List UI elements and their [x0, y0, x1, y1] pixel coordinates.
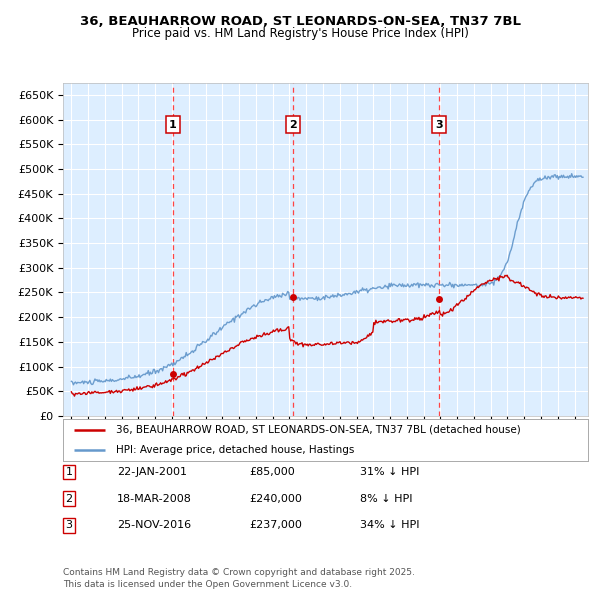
- Text: Contains HM Land Registry data © Crown copyright and database right 2025.
This d: Contains HM Land Registry data © Crown c…: [63, 568, 415, 589]
- Text: 34% ↓ HPI: 34% ↓ HPI: [360, 520, 419, 530]
- Text: £237,000: £237,000: [249, 520, 302, 530]
- Text: £240,000: £240,000: [249, 494, 302, 503]
- Text: 3: 3: [435, 120, 443, 130]
- Text: 25-NOV-2016: 25-NOV-2016: [117, 520, 191, 530]
- Text: 31% ↓ HPI: 31% ↓ HPI: [360, 467, 419, 477]
- Text: £85,000: £85,000: [249, 467, 295, 477]
- Text: 3: 3: [65, 520, 73, 530]
- Text: 2: 2: [65, 494, 73, 503]
- Text: 1: 1: [65, 467, 73, 477]
- Text: 22-JAN-2001: 22-JAN-2001: [117, 467, 187, 477]
- Text: HPI: Average price, detached house, Hastings: HPI: Average price, detached house, Hast…: [115, 445, 354, 455]
- Text: 36, BEAUHARROW ROAD, ST LEONARDS-ON-SEA, TN37 7BL: 36, BEAUHARROW ROAD, ST LEONARDS-ON-SEA,…: [79, 15, 521, 28]
- Text: 1: 1: [169, 120, 177, 130]
- Text: 36, BEAUHARROW ROAD, ST LEONARDS-ON-SEA, TN37 7BL (detached house): 36, BEAUHARROW ROAD, ST LEONARDS-ON-SEA,…: [115, 425, 520, 435]
- Text: 2: 2: [289, 120, 297, 130]
- Text: 18-MAR-2008: 18-MAR-2008: [117, 494, 192, 503]
- Text: 8% ↓ HPI: 8% ↓ HPI: [360, 494, 413, 503]
- Text: Price paid vs. HM Land Registry's House Price Index (HPI): Price paid vs. HM Land Registry's House …: [131, 27, 469, 40]
